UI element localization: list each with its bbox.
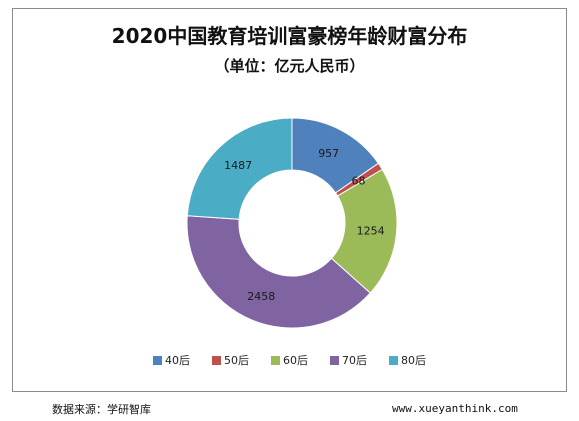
legend-label: 50后 [224, 354, 249, 367]
legend-label: 40后 [165, 354, 190, 367]
legend-item-40后: 40后 [153, 352, 190, 368]
legend-swatch [389, 355, 398, 365]
data-source: 数据来源：学研智库 [52, 403, 151, 416]
legend-swatch [212, 355, 221, 365]
donut-slice-80后 [186, 117, 293, 220]
data-label-70后: 2458 [247, 290, 275, 303]
legend-label: 70后 [342, 354, 367, 367]
data-label-50后: 68 [351, 174, 365, 187]
legend-label: 60后 [283, 354, 308, 367]
data-label-80后: 1487 [224, 159, 252, 172]
legend-swatch [153, 355, 162, 365]
legend-item-70后: 70后 [330, 352, 367, 368]
donut-slice-70后 [186, 215, 371, 329]
legend-label: 80后 [401, 354, 426, 367]
legend-swatch [271, 355, 280, 365]
source-url: www.xueyanthink.com [392, 402, 518, 415]
data-label-40后: 957 [318, 147, 339, 160]
legend-item-50后: 50后 [212, 352, 249, 368]
chart-subtitle: （单位：亿元人民币） [214, 57, 365, 75]
legend-item-80后: 80后 [389, 352, 426, 368]
chart-legend: 40后 50后 60后 70后 80后 [0, 352, 579, 368]
data-label-60后: 1254 [357, 225, 385, 238]
legend-item-60后: 60后 [271, 352, 308, 368]
chart-title: 2020中国教育培训富豪榜年龄财富分布 [111, 24, 468, 48]
legend-swatch [330, 355, 339, 365]
